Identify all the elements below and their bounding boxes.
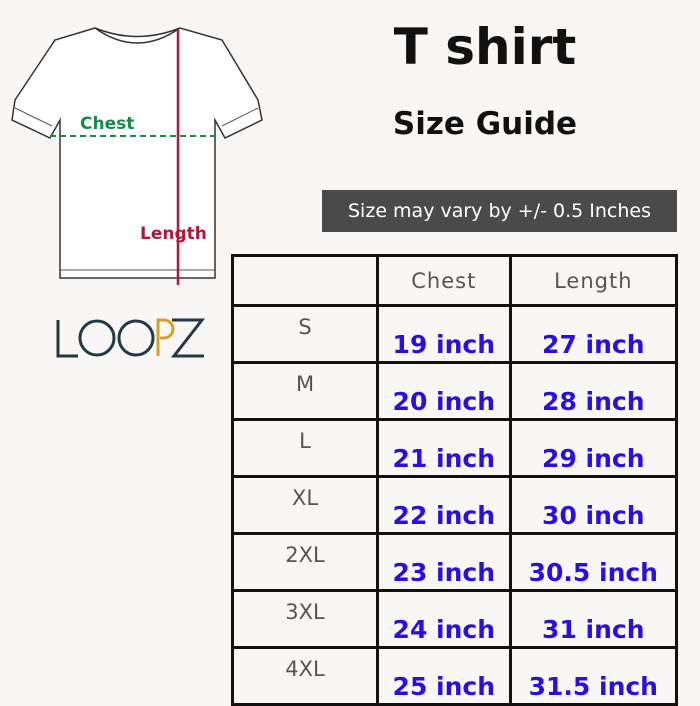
chest-cell: 22 inch xyxy=(376,475,512,535)
size-cell: 2XL xyxy=(231,532,379,592)
chest-cell: 24 inch xyxy=(376,589,512,649)
size-cell: M xyxy=(231,361,379,421)
size-variance-note: Size may vary by +/- 0.5 Inches xyxy=(322,190,677,232)
table-row: L 21 inch 29 inch xyxy=(231,418,679,478)
header-length: Length xyxy=(508,254,679,307)
length-cell: 27 inch xyxy=(508,304,679,364)
size-cell: XL xyxy=(231,475,379,535)
loopz-logo xyxy=(56,318,206,358)
table-row: XL 22 inch 30 inch xyxy=(231,475,679,535)
table-row: M 20 inch 28 inch xyxy=(231,361,679,421)
length-cell: 30.5 inch xyxy=(508,532,679,592)
length-cell: 30 inch xyxy=(508,475,679,535)
size-cell: 4XL xyxy=(231,646,379,706)
chest-cell: 20 inch xyxy=(376,361,512,421)
length-label: Length xyxy=(140,224,207,244)
size-cell: S xyxy=(231,304,379,364)
chest-cell: 25 inch xyxy=(376,646,512,706)
table-row: 3XL 24 inch 31 inch xyxy=(231,589,679,649)
chest-cell: 23 inch xyxy=(376,532,512,592)
page-title: T shirt xyxy=(393,18,577,76)
table-row: 4XL 25 inch 31.5 inch xyxy=(231,646,679,706)
header-size xyxy=(231,254,379,307)
page-subtitle: Size Guide xyxy=(392,106,578,142)
size-cell: 3XL xyxy=(231,589,379,649)
table-row: 2XL 23 inch 30.5 inch xyxy=(231,532,679,592)
table-header: Chest Length xyxy=(231,254,679,307)
size-cell: L xyxy=(231,418,379,478)
header-chest: Chest xyxy=(376,254,512,307)
tshirt-diagram xyxy=(11,27,263,285)
chest-cell: 21 inch xyxy=(376,418,512,478)
chest-label: Chest xyxy=(80,114,135,134)
length-cell: 28 inch xyxy=(508,361,679,421)
size-table: Chest Length S 19 inch 27 inch M 20 inch 28 i… xyxy=(231,254,679,706)
length-cell: 29 inch xyxy=(508,418,679,478)
length-cell: 31.5 inch xyxy=(508,646,679,706)
length-cell: 31 inch xyxy=(508,589,679,649)
chest-cell: 19 inch xyxy=(376,304,512,364)
table-row: S 19 inch 27 inch xyxy=(231,304,679,364)
